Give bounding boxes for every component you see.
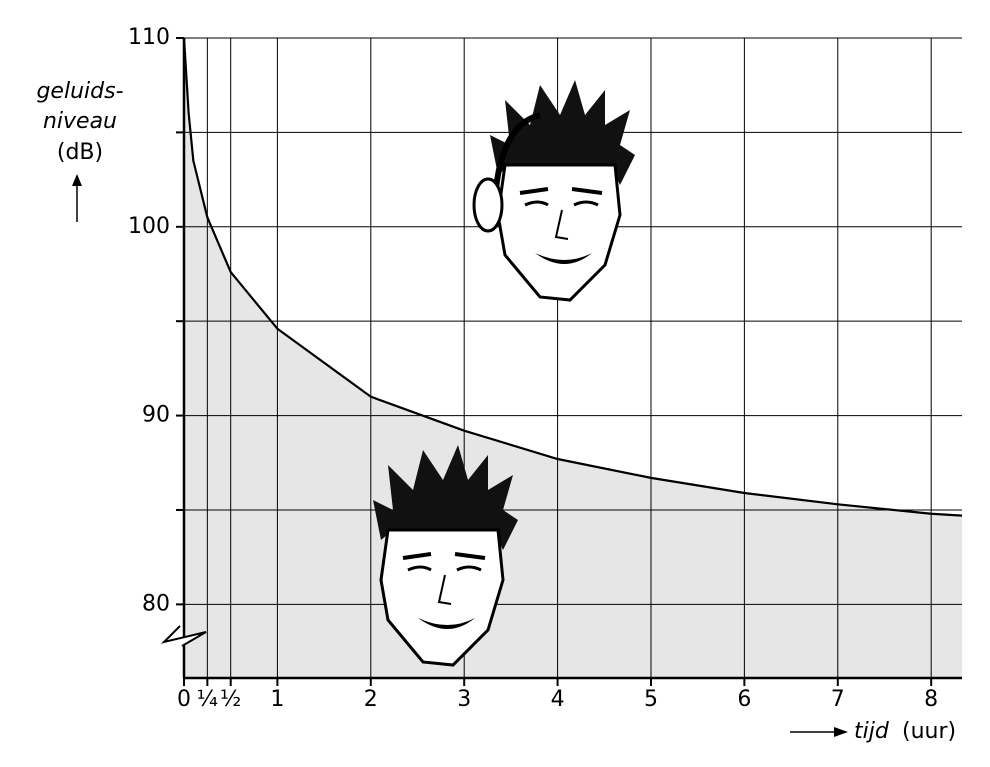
y-unit: (dB) [57,140,103,165]
x-tick-label: 1 [270,687,284,712]
brow [519,187,603,195]
x-tick-label: 4 [551,687,565,712]
x-tick-label: 5 [644,687,658,712]
grid [183,37,962,678]
x-tick-label: ½ [220,687,241,712]
axis-break [160,625,207,647]
head [379,528,505,667]
y-label: niveau [43,109,117,134]
x-tick-label: 7 [831,687,845,712]
x-arrowhead [834,727,848,737]
eyes [524,200,599,207]
hair [490,80,635,185]
x-tick-label: 6 [737,687,751,712]
x-tick-label: 2 [364,687,378,712]
face [373,445,518,667]
y-tick-label: 100 [128,214,170,239]
x-tick-label: ¼ [197,687,218,712]
mouth [535,253,592,264]
mouth [418,618,475,629]
x-tick-label: 8 [924,687,938,712]
eyes [407,565,482,572]
curve [182,37,963,517]
hair [373,445,518,550]
y-tick-label: 110 [128,25,170,50]
y-label: geluids- [36,79,123,104]
brow [402,552,486,560]
y-tick-label: 80 [142,591,170,616]
y-arrowhead [72,174,82,186]
headphone [472,177,504,233]
y-tick-label: 90 [142,403,170,428]
illustrations [373,80,635,667]
face [472,80,635,302]
x-tick-label: 0 [177,687,191,712]
x-tick-label: 3 [457,687,471,712]
x-unit: (uur) [902,719,956,744]
nose [554,209,569,240]
x-label: tijd [854,719,890,744]
head [496,163,622,302]
nose [437,574,452,605]
